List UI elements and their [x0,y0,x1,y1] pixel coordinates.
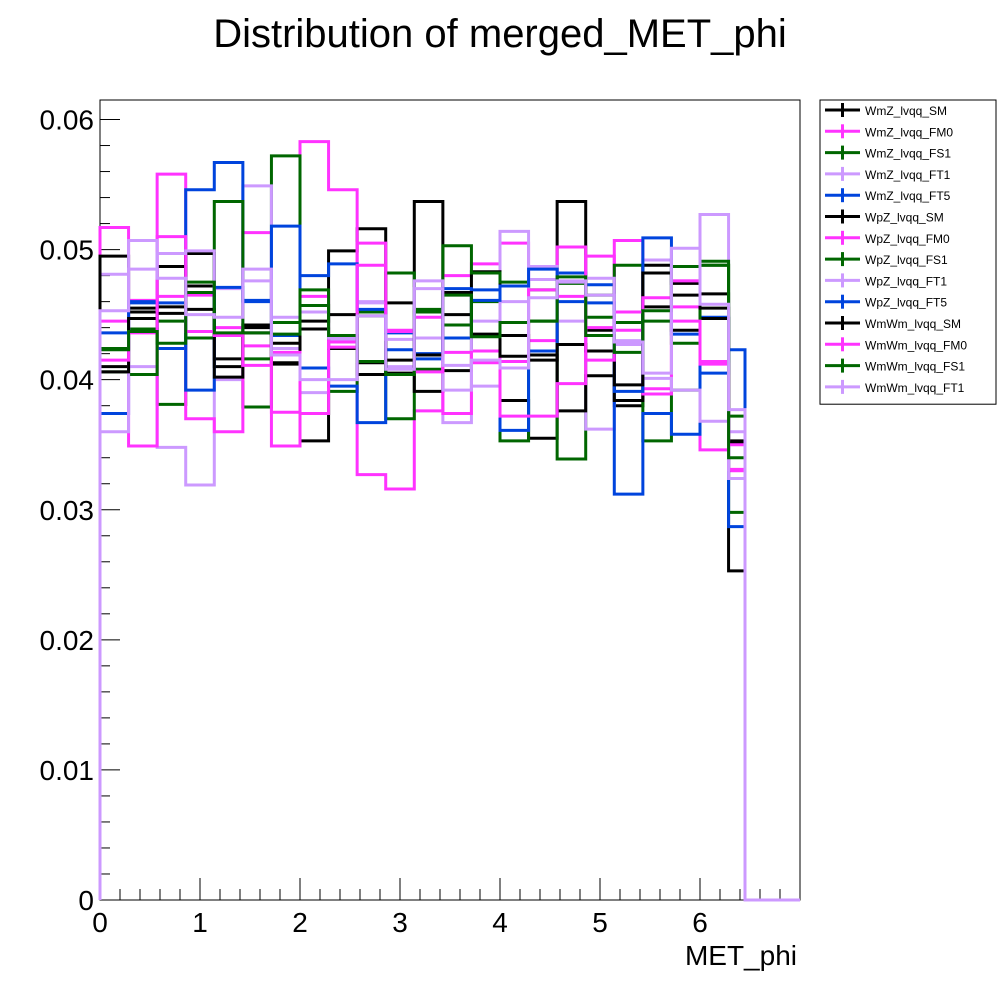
legend-entry: WmWm_lvqq_FT1 [865,381,965,395]
series-line [98,251,800,902]
x-tick-label: 2 [292,907,308,938]
x-axis-label: MET_phi [685,940,797,971]
series-layer [98,140,800,902]
legend-box [819,99,997,405]
y-tick-label: 0 [78,885,94,916]
y-tick-label: 0.01 [40,755,95,786]
legend-entry: WmZ_lvqq_FS1 [865,147,951,161]
series-line [98,238,800,902]
y-tick-label: 0.02 [40,625,95,656]
y-tick-label: 0.04 [40,365,95,396]
x-tick-label: 6 [692,907,708,938]
legend-entry: WmWm_lvqq_FM0 [865,338,967,352]
legend-entry: WpZ_lvqq_FM0 [865,232,950,246]
y-tick-label: 0.05 [40,235,95,266]
legend: WmZ_lvqq_SM WmZ_lvqq_FM0 WmZ_lvqq_FS1 WmZ_l… [819,99,997,405]
plot-frame [99,99,801,901]
x-tick-label: 1 [192,907,208,938]
legend-entry: WpZ_lvqq_FS1 [865,253,948,267]
y-tick-label: 0.06 [40,105,95,136]
legend-entry: WmZ_lvqq_FT5 [865,189,951,203]
chart-title: Distribution of merged_MET_phi [213,12,787,56]
series-line [98,160,800,902]
legend-entry: WmZ_lvqq_SM [865,104,947,118]
series-line [98,235,800,902]
legend-entry: WpZ_lvqq_FT1 [865,274,947,288]
y-tick-label: 0.03 [40,495,95,526]
series-line [98,249,800,902]
x-tick-label: 3 [392,907,408,938]
series-line [98,140,800,902]
legend-entry: WmWm_lvqq_FS1 [865,360,965,374]
legend-entry: WmZ_lvqq_FT1 [865,168,951,182]
series-line [98,259,800,902]
legend-entry: WmWm_lvqq_SM [865,317,961,331]
series-line [98,263,800,902]
legend-entry: WpZ_lvqq_SM [865,211,944,225]
series-line [98,271,800,902]
x-tick-label: 5 [592,907,608,938]
x-tick-label: 4 [492,907,508,938]
axes: 0 0.01 0.02 0.03 0.04 0.05 0.06 0 1 2 3 4 5 6 [40,105,781,938]
legend-entry: WmZ_lvqq_FM0 [865,125,953,139]
x-tick-label: 0 [92,907,108,938]
legend-entry: WpZ_lvqq_FT5 [865,296,947,310]
